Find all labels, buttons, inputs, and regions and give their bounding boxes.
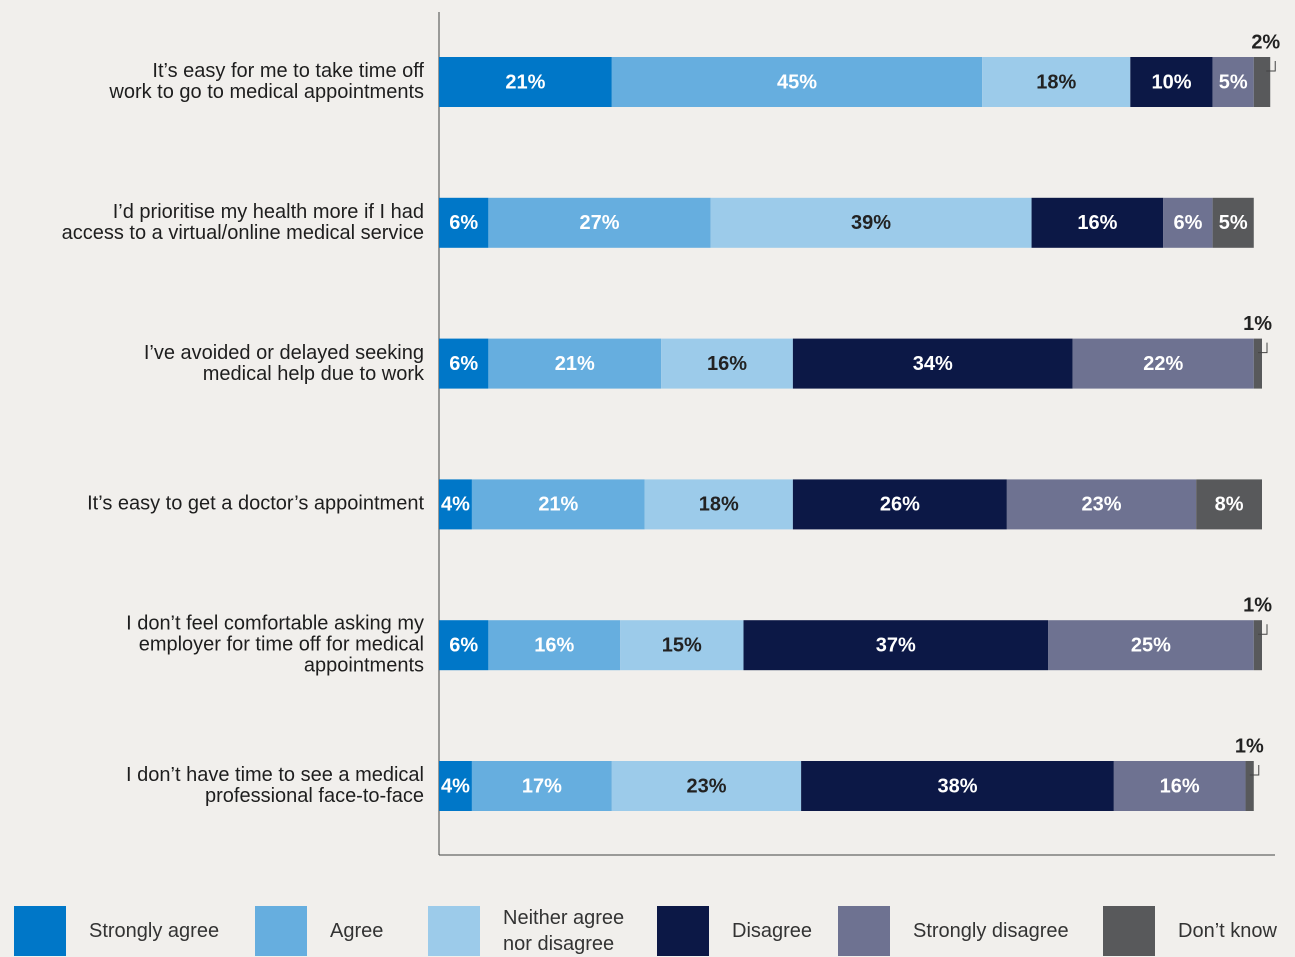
bar-segment: [471, 479, 645, 530]
bar-segment: [439, 761, 472, 811]
value-label: 17%: [522, 775, 562, 797]
bar-segment: [1212, 57, 1254, 107]
bar-segment: [644, 479, 793, 530]
legend-swatch: [838, 906, 890, 956]
value-label: 23%: [686, 775, 726, 797]
bar-segment: [439, 338, 489, 389]
bar-segment: [611, 761, 802, 811]
legend-label: Neither agree nor disagree: [503, 907, 625, 955]
bar-segment: [801, 761, 1114, 811]
value-label: 5%: [1219, 71, 1248, 93]
bar-segment: [792, 338, 1073, 389]
value-label: 5%: [1219, 212, 1248, 234]
category-label: I don’t feel comfortable asking my emplo…: [126, 612, 424, 677]
label-leader: [1266, 61, 1276, 72]
category-label: I don’t have time to see a medical profe…: [126, 764, 424, 807]
bar-segment: [982, 57, 1131, 107]
value-label: 8%: [1215, 494, 1244, 516]
bar-segment: [1212, 197, 1254, 248]
bar-segment: [1113, 761, 1246, 811]
value-label: 1%: [1243, 313, 1272, 335]
legend-label: Don’t know: [1178, 920, 1277, 942]
value-label: 6%: [449, 212, 478, 234]
category-label: It’s easy for me to take time off work t…: [109, 60, 424, 103]
bar-segment: [611, 57, 983, 107]
value-label: 6%: [449, 634, 478, 656]
value-label: 6%: [1173, 212, 1202, 234]
bar-segment: [1163, 197, 1213, 248]
legend-label: Strongly disagree: [913, 920, 1069, 942]
value-label: 2%: [1251, 31, 1280, 53]
bar-segment: [1130, 57, 1213, 107]
bar-segment: [710, 197, 1032, 248]
value-label: 16%: [534, 634, 574, 656]
bar-segment: [488, 197, 711, 248]
value-label: 10%: [1151, 71, 1191, 93]
bar-segment: [488, 338, 662, 389]
value-label: 15%: [662, 634, 702, 656]
bar-segment: [743, 620, 1049, 671]
legend-label: Agree: [330, 920, 384, 942]
category-label: I’ve avoided or delayed seeking medical …: [143, 341, 424, 385]
value-label: 18%: [1036, 71, 1076, 93]
value-label: 39%: [851, 212, 891, 234]
bar-segment: [439, 57, 612, 107]
legend-swatch: [255, 906, 307, 956]
legend-swatch: [428, 906, 480, 956]
value-label: 1%: [1235, 735, 1264, 757]
label-leader: [1258, 624, 1268, 635]
bar-segment: [439, 620, 489, 671]
label-leader: [1258, 342, 1268, 354]
bar-segment: [661, 338, 793, 389]
value-label: 37%: [876, 634, 916, 656]
legend-label: Disagree: [732, 920, 813, 942]
legend-label: Strongly agree: [89, 920, 220, 942]
legend-swatch: [14, 906, 66, 956]
category-label: I’d prioritise my health more if I had a…: [61, 200, 424, 244]
value-label: 45%: [777, 71, 817, 93]
value-label: 4%: [441, 775, 470, 797]
bar-segment: [1253, 338, 1262, 389]
bar-segment: [1253, 620, 1262, 671]
bar-segment: [1006, 479, 1197, 530]
bar-segment: [1031, 197, 1164, 248]
value-label: 25%: [1131, 634, 1171, 656]
value-label: 27%: [579, 212, 619, 234]
value-label: 6%: [449, 353, 478, 375]
value-label: 38%: [937, 775, 977, 797]
value-label: 23%: [1081, 494, 1121, 516]
legend-swatch: [1103, 906, 1155, 956]
category-label: It’s easy to get a doctor’s appointment: [87, 492, 424, 515]
value-label: 1%: [1243, 594, 1272, 616]
value-label: 34%: [913, 353, 953, 375]
value-label: 26%: [880, 494, 920, 516]
bar-segment: [1253, 57, 1271, 107]
bar-segment: [488, 620, 621, 671]
value-label: 16%: [1160, 775, 1200, 797]
value-label: 22%: [1143, 353, 1183, 375]
value-label: 4%: [441, 494, 470, 516]
bar-segment: [1245, 761, 1254, 811]
bar-segment: [439, 479, 472, 530]
value-label: 18%: [699, 494, 739, 516]
label-leader: [1249, 765, 1260, 776]
bar-segment: [792, 479, 1007, 530]
value-label: 21%: [555, 353, 595, 375]
legend-swatch: [657, 906, 709, 956]
value-label: 21%: [505, 71, 545, 93]
value-label: 16%: [707, 353, 747, 375]
value-label: 21%: [538, 494, 578, 516]
value-label: 16%: [1077, 212, 1117, 234]
bar-segment: [1196, 479, 1262, 530]
bar-segment: [439, 197, 489, 248]
bar-segment: [1072, 338, 1254, 389]
bar-segment: [471, 761, 612, 811]
bar-segment: [620, 620, 744, 671]
bar-segment: [1048, 620, 1254, 671]
